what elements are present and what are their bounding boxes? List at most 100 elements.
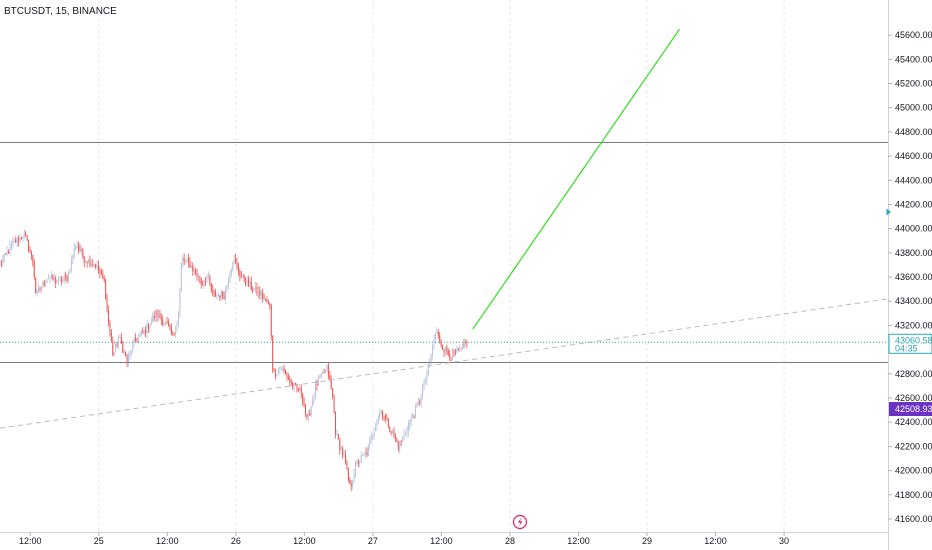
- candle-body: [359, 461, 361, 464]
- candle-body: [165, 321, 167, 324]
- candle-body: [157, 313, 159, 317]
- price-tick-label: 42200.00: [895, 441, 932, 451]
- candle-body: [160, 318, 162, 320]
- price-tick-label: 42600.00: [895, 393, 932, 403]
- candle-body: [169, 325, 171, 327]
- candle-body: [33, 262, 35, 278]
- candle-body: [139, 334, 141, 338]
- candle-body: [227, 281, 229, 286]
- candle-body: [350, 483, 352, 487]
- candle-body: [200, 281, 202, 284]
- price-axis[interactable]: 41600.00 41800.00 42000.00 42200.00 42400.00…: [888, 0, 932, 550]
- green-trend-line[interactable]: [472, 28, 681, 330]
- candle-body: [285, 370, 287, 374]
- candle-body: [312, 400, 314, 406]
- candle-body: [89, 259, 91, 266]
- teal-marker-icon[interactable]: [886, 208, 892, 216]
- candle-body: [247, 279, 249, 286]
- candle-body: [29, 250, 31, 253]
- candle-body: [403, 433, 405, 437]
- candle-body: [197, 276, 199, 278]
- candle-body: [386, 417, 388, 419]
- candle-body: [132, 342, 134, 351]
- candle-body: [447, 351, 449, 354]
- candle-body: [58, 278, 60, 282]
- candle-body: [297, 387, 299, 391]
- candle-body: [32, 255, 34, 263]
- candle-body: [38, 287, 40, 290]
- candle-body: [346, 462, 348, 469]
- candle-body: [219, 295, 221, 299]
- candle-body: [217, 295, 219, 297]
- candle-body: [103, 278, 105, 281]
- candle-body: [280, 369, 282, 370]
- candle-body: [299, 387, 301, 391]
- candle-body: [356, 460, 358, 463]
- candle-body: [432, 345, 434, 355]
- candle-body: [75, 246, 77, 249]
- candle-body: [316, 383, 318, 386]
- candle-body: [187, 259, 189, 263]
- candle-body: [329, 375, 331, 379]
- candle-body: [167, 322, 169, 326]
- candle-body: [443, 349, 445, 352]
- candle-body: [450, 357, 452, 359]
- candle-body: [216, 295, 218, 297]
- lightning-icon[interactable]: [512, 514, 528, 530]
- dashed-trend-line[interactable]: [0, 298, 889, 429]
- price-tick-label: 44200.00: [895, 199, 932, 209]
- candle-body: [296, 384, 298, 388]
- candle-body: [422, 388, 424, 398]
- chart-drawings[interactable]: [0, 28, 889, 429]
- candle-body: [253, 289, 255, 291]
- time-axis[interactable]: 12:00 25 12:00 26 12:00 27 12:00 28 12:00 29 12:00…: [0, 532, 888, 546]
- candle-body: [179, 290, 181, 315]
- candle-body: [279, 369, 281, 371]
- candle-body: [8, 251, 10, 254]
- candle-body: [100, 273, 102, 274]
- candle-body: [133, 338, 135, 343]
- candle-body: [146, 323, 148, 334]
- candle-body: [423, 381, 425, 389]
- candle-body: [452, 351, 454, 358]
- candle-body: [376, 421, 378, 427]
- candle-body: [262, 292, 264, 299]
- candle-body: [246, 279, 248, 285]
- candle-body: [372, 435, 374, 437]
- candle-body: [105, 280, 107, 300]
- candle-body: [289, 379, 291, 382]
- candle-body: [135, 338, 137, 341]
- candle-body: [60, 278, 62, 283]
- time-tick-label: 30: [779, 536, 789, 546]
- candle-body: [127, 355, 129, 362]
- candle-body: [112, 341, 114, 356]
- candle-body: [230, 269, 232, 276]
- candle-body: [83, 256, 85, 263]
- candle-body: [416, 405, 418, 407]
- candle-body: [336, 434, 338, 435]
- candle-body: [18, 237, 20, 242]
- candle-body: [123, 351, 125, 353]
- alert-price-tag[interactable]: 42508.93: [889, 402, 932, 417]
- candle-body: [410, 417, 412, 423]
- alert-price-tag-box: [889, 402, 932, 417]
- candle-body: [49, 278, 51, 279]
- candle-body: [292, 382, 294, 388]
- candle-body: [186, 259, 188, 261]
- candle-body: [237, 265, 239, 272]
- candle-body: [143, 330, 145, 333]
- price-tick-label: 44600.00: [895, 151, 932, 161]
- candle-body: [117, 338, 119, 346]
- candle-body: [225, 289, 227, 300]
- candle-body: [449, 353, 451, 358]
- candle-body: [175, 330, 177, 335]
- candle-body: [170, 326, 172, 334]
- candle-body: [442, 344, 444, 350]
- candle-body: [265, 298, 267, 300]
- candle-body: [177, 314, 179, 323]
- time-tick-label: 28: [505, 536, 515, 546]
- candle-body: [72, 256, 74, 260]
- candle-body: [63, 275, 65, 280]
